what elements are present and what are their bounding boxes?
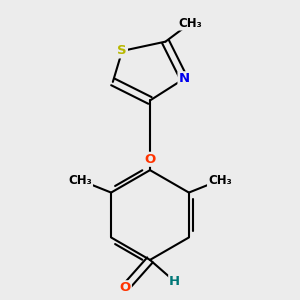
Text: CH₃: CH₃ [178,16,202,30]
Text: CH₃: CH₃ [208,174,232,187]
Text: S: S [117,44,127,57]
Text: O: O [120,281,131,294]
Text: CH₃: CH₃ [68,174,92,187]
Text: O: O [144,153,156,166]
Text: H: H [169,275,180,288]
Text: N: N [178,72,190,85]
